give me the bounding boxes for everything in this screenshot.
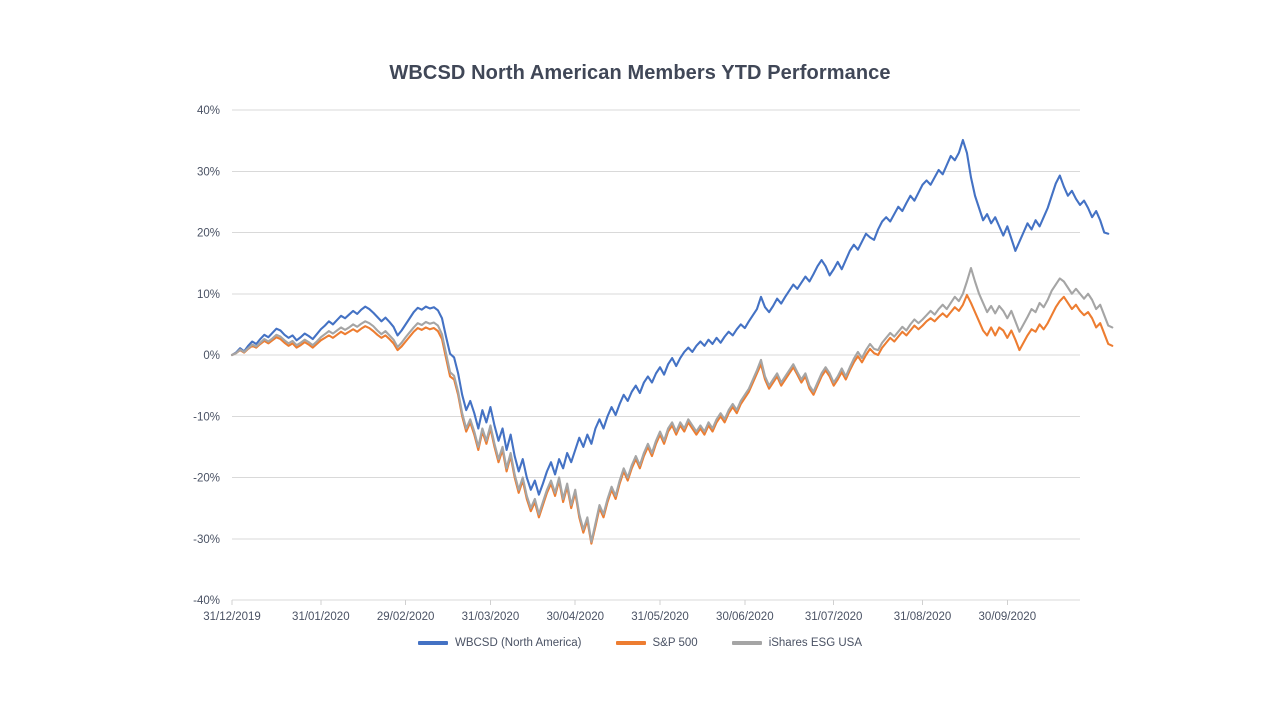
y-axis-tick-label: 40% [197, 105, 220, 117]
x-axis-tick-label: 29/02/2020 [377, 611, 435, 623]
y-axis-tick-label: -20% [193, 473, 220, 485]
x-axis-tick-label: 31/07/2020 [805, 611, 863, 623]
y-axis-tick-label: 30% [197, 166, 220, 178]
x-axis-tick-label: 31/08/2020 [894, 611, 952, 623]
x-axis-tick-label: 30/04/2020 [546, 611, 604, 623]
chart-legend: WBCSD (North America) S&P 500 iShares ESG … [0, 637, 1280, 649]
y-axis-tick-label: 20% [197, 228, 220, 240]
x-axis-tick-label: 31/12/2019 [203, 611, 261, 623]
legend-label: WBCSD (North America) [454, 637, 582, 649]
y-axis-tick-label: 10% [197, 289, 220, 301]
series-line [230, 138, 1110, 496]
legend-color-swatch [615, 641, 646, 645]
legend-label: S&P 500 [652, 637, 698, 649]
legend-color-swatch [417, 641, 448, 645]
legend-color-swatch [731, 641, 762, 645]
x-axis-tick-label: 30/06/2020 [716, 611, 774, 623]
legend-item[interactable]: iShares ESG USA [731, 637, 863, 649]
chart-title: WBCSD North American Members YTD Perform… [389, 62, 891, 84]
x-axis-tick-label: 31/03/2020 [462, 611, 520, 623]
series-line [230, 293, 1114, 545]
legend-label: iShares ESG USA [768, 637, 863, 649]
y-axis-tick-label: -30% [193, 534, 220, 546]
y-axis-tick-label: -40% [193, 595, 220, 607]
legend-item[interactable]: S&P 500 [615, 637, 698, 649]
series-line [230, 266, 1114, 543]
y-axis-tick-label: -10% [193, 411, 220, 423]
x-axis-tick-label: 31/01/2020 [292, 611, 350, 623]
legend-item[interactable]: WBCSD (North America) [417, 637, 582, 649]
x-axis-tick-label: 30/09/2020 [979, 611, 1037, 623]
y-axis-tick-label: 0% [203, 350, 220, 362]
x-axis-tick-label: 31/05/2020 [631, 611, 689, 623]
